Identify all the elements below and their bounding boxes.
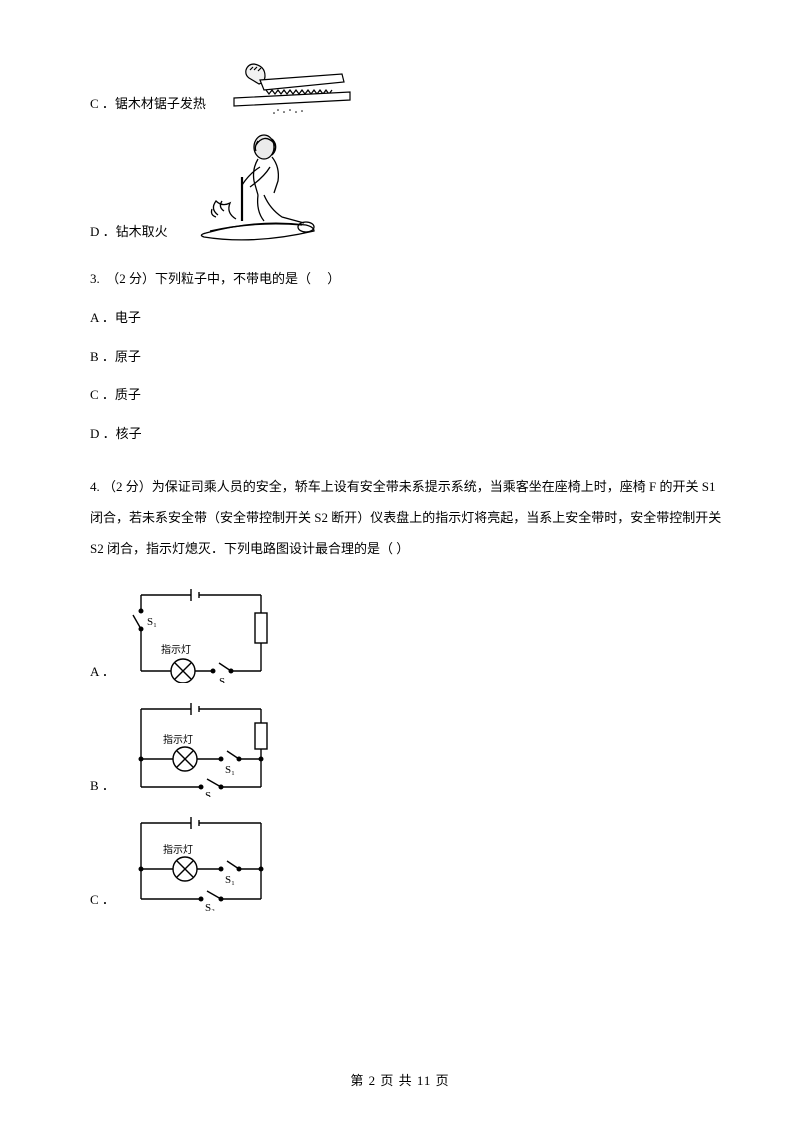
circuit-diagram-c: S₁ S₂ 指示灯	[121, 811, 281, 911]
q3-b-text: 原子	[115, 349, 141, 364]
q3-c-label: C ．	[90, 387, 115, 402]
q3-d-text: 核子	[116, 426, 142, 441]
circuit-a-s1: S₁	[147, 616, 157, 628]
q3-a-text: 电子	[115, 310, 141, 325]
q2-c-label: C ．	[90, 96, 115, 111]
q4-option-c: C ．	[90, 811, 730, 911]
q4-a-label: A ．	[90, 662, 115, 683]
saw-wood-illustration	[224, 60, 354, 115]
q3-stem-text: 下列粒子中，不带电的是（ ）	[155, 271, 340, 286]
q2-option-c: C ．锯木材锯子发热	[90, 60, 730, 115]
circuit-b-s2: S₂	[205, 790, 215, 797]
q3-prefix: 3. （2 分）	[90, 271, 155, 286]
q3-stem: 3. （2 分）下列粒子中，不带电的是（ ）	[90, 269, 730, 290]
circuit-diagram-b: S₁ S₂ 指示灯	[121, 697, 281, 797]
q2-d-text: 钻木取火	[116, 224, 168, 239]
q3-a-label: A ．	[90, 310, 115, 325]
circuit-c-lamp: 指示灯	[163, 843, 193, 856]
q2-d-label: D ．	[90, 224, 116, 239]
q4-b-label: B ．	[90, 776, 115, 797]
q2-option-d: D ．钻木取火	[90, 133, 730, 243]
circuit-c-s2: S₂	[205, 902, 215, 911]
circuit-a-s2: S₂	[219, 676, 229, 683]
q4-option-b: B ．	[90, 697, 730, 797]
q3-c-text: 质子	[115, 387, 141, 402]
q3-d-label: D ．	[90, 426, 116, 441]
q4-prefix: 4. （2 分）	[90, 479, 152, 494]
q2-c-text: 锯木材锯子发热	[115, 96, 206, 111]
q3-option-c: C ．质子	[90, 385, 730, 406]
q3-option-d: D ．核子	[90, 424, 730, 445]
circuit-b-s1: S₁	[225, 764, 235, 776]
q4-c-label: C ．	[90, 890, 115, 911]
q4-stem-text: 为保证司乘人员的安全，轿车上设有安全带未系提示系统，当乘客坐在座椅上时，座椅 F…	[90, 479, 721, 556]
q3-option-a: A ．电子	[90, 308, 730, 329]
q4-stem: 4. （2 分）为保证司乘人员的安全，轿车上设有安全带未系提示系统，当乘客坐在座…	[90, 471, 730, 565]
circuit-a-lamp: 指示灯	[161, 643, 191, 656]
circuit-diagram-a: S₁ S₂ 指示灯	[121, 583, 281, 683]
q3-option-b: B ．原子	[90, 347, 730, 368]
drill-wood-illustration	[186, 133, 326, 243]
page-footer: 第 2 页 共 11 页	[0, 1071, 800, 1092]
circuit-b-lamp: 指示灯	[163, 733, 193, 746]
q3-b-label: B ．	[90, 349, 115, 364]
q4-option-a: A ．	[90, 583, 730, 683]
circuit-c-s1: S₁	[225, 874, 235, 886]
